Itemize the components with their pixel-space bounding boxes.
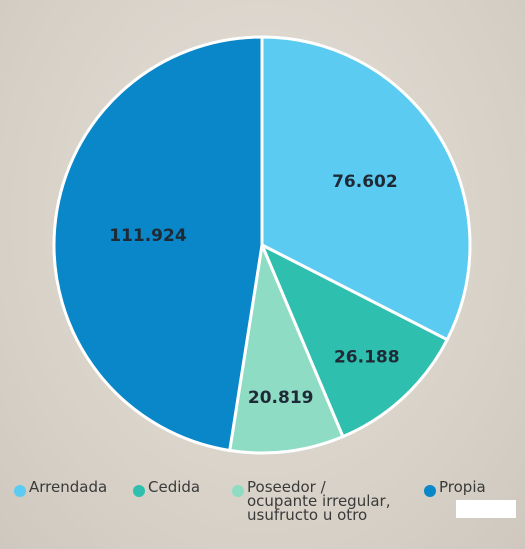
legend-item-poseedor: Poseedor / ocupante irregular, usufructo… <box>232 478 391 524</box>
slice-value-label: 76.602 <box>332 172 398 192</box>
pie-slice-propia <box>52 35 264 452</box>
pie-slice-cedida <box>260 243 449 439</box>
legend-label: Poseedor / ocupante irregular, usufructo… <box>247 478 391 524</box>
pie-labels: 76.602 26.188 20.819 111.924 <box>109 172 399 408</box>
legend-label: Arrendada <box>29 478 108 496</box>
circle-icon <box>424 485 436 497</box>
legend-item-propia: Propia <box>424 480 486 497</box>
white-patch <box>456 500 516 518</box>
circle-icon <box>232 485 244 497</box>
slice-value-label: 26.188 <box>334 348 400 368</box>
legend-label: Cedida <box>148 478 201 496</box>
legend-label: Propia <box>439 478 486 496</box>
legend-item-arrendada: Arrendada <box>14 480 107 497</box>
slice-value-label: 111.924 <box>109 226 187 246</box>
slice-value-label: 20.819 <box>248 388 314 408</box>
pie-slice-poseedor <box>228 243 345 455</box>
circle-icon <box>133 485 145 497</box>
legend-item-cedida: Cedida <box>133 480 200 497</box>
pie-slices <box>52 35 472 455</box>
pie-slice-arrendada <box>260 35 472 342</box>
circle-icon <box>14 485 26 497</box>
legend: Arrendada Cedida Poseedor / ocupante irr… <box>14 480 524 546</box>
